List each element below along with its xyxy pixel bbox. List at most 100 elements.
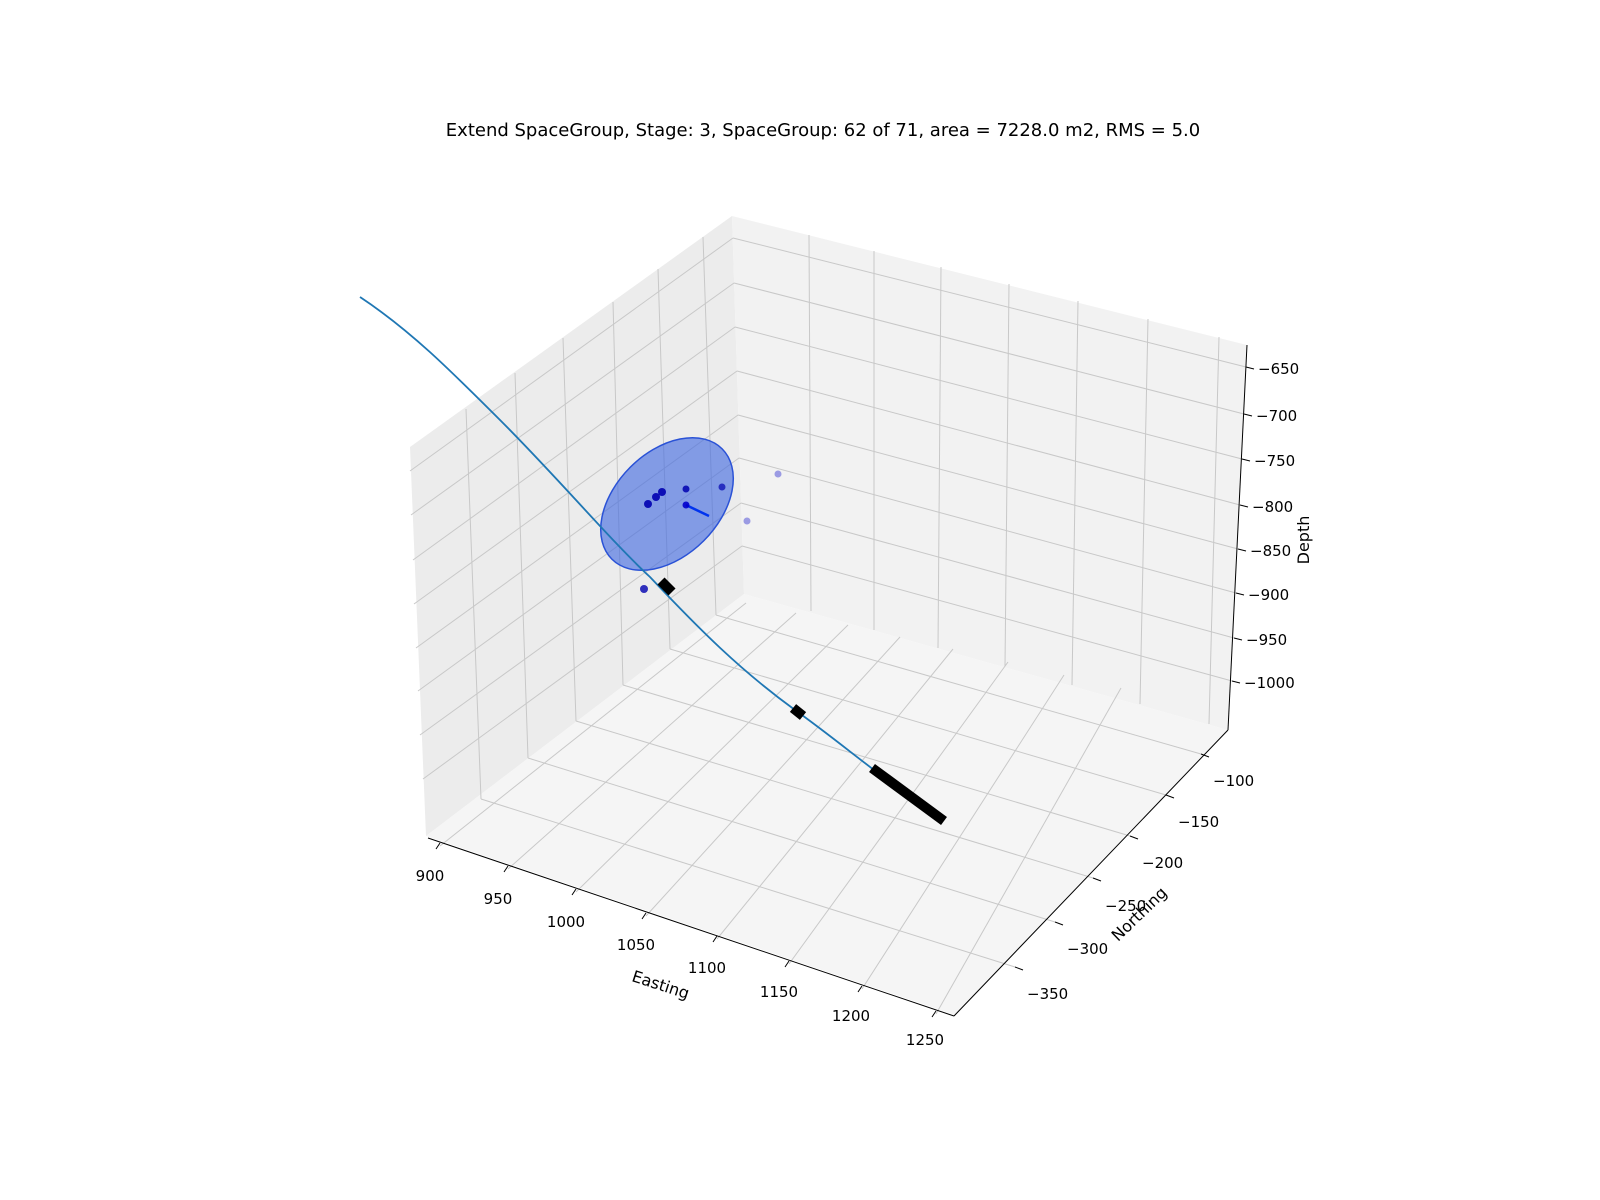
x-tick-label: 1050 (617, 936, 655, 954)
grid-line (409, 237, 734, 472)
grid-line (937, 266, 942, 649)
grid-line (702, 236, 717, 616)
axis-edges (427, 344, 1248, 1017)
x-tick-label: 1250 (906, 1031, 944, 1049)
z-tick-label: −900 (1248, 586, 1289, 604)
grid-line (575, 624, 849, 893)
y-tick (1165, 794, 1175, 799)
grid-line (935, 687, 1122, 1015)
x-tick (857, 985, 863, 993)
axis-ticks (435, 366, 1255, 1018)
z-tick (1231, 680, 1241, 684)
x-axis-label: Easting (630, 967, 692, 1003)
y-tick-label: −350 (1027, 985, 1068, 1003)
y-tick (1014, 966, 1024, 971)
grid-line (732, 237, 1247, 368)
grid-line (1139, 318, 1149, 705)
microseismic-events (640, 470, 782, 593)
grid-line (738, 457, 1237, 594)
grid-line (410, 282, 735, 516)
fracture-normal-vector (685, 503, 710, 518)
well-trajectory (359, 296, 891, 783)
event-point (652, 493, 660, 501)
x-tick-label: 1100 (688, 959, 726, 977)
x-tick (641, 912, 647, 920)
stage-marker (789, 704, 807, 720)
event-point (743, 517, 751, 525)
x-tick-labels: 900 950 1000 1050 1100 1150 1200 1250 (416, 867, 944, 1049)
event-point (774, 470, 782, 478)
y-tick (1129, 835, 1139, 840)
grid-line (716, 648, 954, 940)
grid-line (808, 234, 812, 612)
grid-line (1071, 300, 1079, 686)
x-tick (503, 865, 509, 873)
stage-marker-current (869, 763, 947, 826)
x-tick (435, 842, 441, 850)
grid-line (737, 414, 1239, 550)
z-axis-line (1227, 344, 1248, 731)
grid-line (1208, 336, 1220, 725)
stage-marker (657, 577, 676, 596)
grid-line (562, 337, 577, 722)
grid-line (788, 661, 1009, 965)
y-tick-label: −100 (1213, 772, 1254, 790)
z-tick (1245, 366, 1255, 370)
z-tick-labels: −650 −700 −750 −800 −850 −900 −950 −1000 (1244, 360, 1299, 692)
back-pane-right (732, 216, 1247, 730)
z-tick (1237, 548, 1247, 552)
x-tick (712, 935, 718, 943)
grid-line (412, 326, 736, 561)
x-tick-label: 950 (484, 890, 513, 908)
grid-line (1004, 283, 1010, 667)
back-pane-left (410, 216, 744, 836)
axes-panes (410, 216, 1247, 1015)
z-tick-label: −650 (1258, 360, 1299, 378)
x-tick-label: 1200 (832, 1007, 870, 1025)
grid-line (733, 282, 1245, 415)
grid-line (740, 502, 1235, 639)
event-point (682, 485, 690, 493)
y-tick (1054, 921, 1064, 926)
grid-line (861, 674, 1065, 990)
y-tick (1092, 877, 1102, 882)
x-tick (571, 888, 577, 896)
x-tick-label: 1150 (760, 983, 798, 1001)
event-point (682, 501, 690, 509)
grid-line (669, 648, 1167, 796)
y-axis-line (953, 729, 1229, 1017)
y-tick-label: −250 (1105, 897, 1146, 915)
grid-line (507, 612, 797, 870)
z-tick (1239, 504, 1249, 508)
y-tick-label: −200 (1142, 854, 1183, 872)
z-axis-label: Depth (1294, 516, 1313, 565)
fracture-plane-ellipse (599, 436, 735, 572)
grid-line (413, 370, 738, 605)
z-tick (1241, 458, 1251, 462)
x-tick (931, 1010, 937, 1018)
grid-line (741, 545, 1233, 682)
grid-line (736, 370, 1241, 506)
grid-line (422, 545, 743, 780)
z-tick-label: −700 (1256, 407, 1297, 425)
grid-line (645, 636, 901, 917)
grid-line (715, 614, 1202, 755)
y-tick-label: −150 (1178, 813, 1219, 831)
z-tick (1233, 637, 1243, 641)
x-axis-line (427, 837, 955, 1017)
grid-line (734, 326, 1243, 460)
grid-lines (409, 234, 1247, 1015)
event-point (718, 483, 726, 491)
event-point (640, 585, 648, 593)
grid-line (575, 720, 1094, 879)
z-tick-label: −1000 (1244, 674, 1295, 692)
grid-line (622, 684, 1131, 837)
x-tick-label: 1000 (547, 913, 585, 931)
grid-line (439, 602, 747, 847)
event-point (658, 488, 666, 496)
y-tick (1200, 753, 1210, 758)
z-tick-label: −850 (1250, 542, 1291, 560)
chart-title: Extend SpaceGroup, Stage: 3, SpaceGroup:… (446, 120, 1200, 141)
z-tick (1243, 413, 1253, 417)
